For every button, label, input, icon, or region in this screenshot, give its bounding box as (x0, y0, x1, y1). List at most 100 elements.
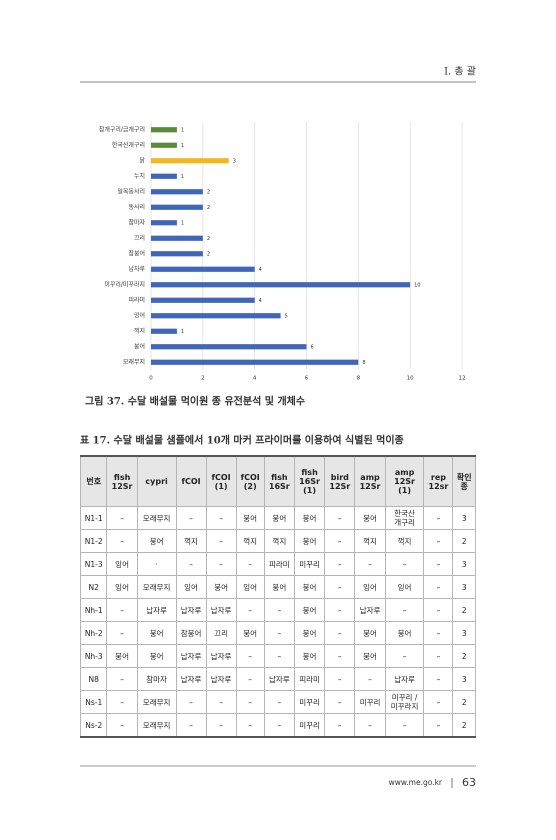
table-cell: Nh-3 (79, 644, 108, 668)
y-tick-label: 피라미 (128, 296, 145, 304)
table-cell: – (106, 690, 138, 714)
table-cell: – (263, 598, 295, 622)
table-cell: 잉어 (354, 575, 386, 599)
table-cell: 납자루 (175, 667, 207, 691)
bar (151, 142, 177, 148)
table-row: N1-3 잉어 · – – – 피라미 미꾸리 – – – –3 (79, 552, 476, 576)
column-header: cypri (136, 455, 177, 507)
table-row: N1-2– 붕어 꺽지 – 꺽지 꺽지 붕어 – 꺽지 꺽지 –2 (79, 529, 476, 553)
table-cell: – (106, 506, 138, 530)
table-cell: 붕어 (136, 644, 177, 668)
figure-caption: 그림 37. 수달 배설물 먹이원 종 유전분석 및 개체수 (85, 395, 305, 408)
table-cell: 붕어 (293, 575, 326, 599)
value-label: 1 (181, 220, 184, 226)
table-cell: 납자루 (205, 598, 237, 622)
table-row: Nh-3 붕어 붕어 납자루 납자루 – – 붕어 – 붕어 – –2 (79, 644, 476, 668)
table-cell: – (205, 552, 237, 576)
table-cell: – (106, 598, 138, 622)
table-cell: – (263, 644, 295, 668)
table-cell: Ns-2 (79, 713, 108, 738)
table-cell: 붕어 (354, 644, 386, 668)
table-cell: 납자루 (263, 667, 295, 691)
table-cell: – (384, 552, 425, 576)
table-cell: 3 (452, 621, 476, 645)
table-cell: 2 (452, 690, 476, 714)
bar (151, 251, 203, 257)
table-cell: – (263, 713, 295, 738)
table-cell: 붕어 (136, 529, 177, 553)
bar (151, 220, 177, 226)
table-cell: – (263, 690, 295, 714)
table-cell: – (423, 621, 454, 645)
table-cell: – (205, 690, 237, 714)
table-cell: – (423, 529, 454, 553)
table-cell: – (205, 529, 237, 553)
bar (151, 313, 281, 319)
bar (151, 297, 255, 303)
table-cell: 잉어 (106, 575, 138, 599)
column-header: fCOI (175, 455, 207, 507)
column-header: 번호 (79, 455, 108, 507)
table-cell: – (106, 621, 138, 645)
table-cell: – (235, 667, 265, 691)
table-cell: · (136, 552, 177, 576)
table-cell: 납자루 (205, 644, 237, 668)
table-cell: – (235, 598, 265, 622)
table-cell: 잉어 (175, 575, 207, 599)
table-cell: 붕어 (293, 621, 326, 645)
table-row: N2 잉어 모래무지 잉어 붕어 잉어 붕어 붕어 – 잉어 잉어 –3 (79, 575, 476, 599)
table-cell: 붕어 (354, 621, 386, 645)
x-tick-label: 12 (459, 376, 466, 382)
table-cell: N1-3 (79, 552, 108, 576)
table-row: N1-1– 모래무지 – – 붕어 붕어 붕어 – 붕어 한국산 개구리 –3 (79, 506, 476, 530)
value-label: 1 (181, 127, 184, 133)
table-cell: – (205, 506, 237, 530)
table-cell: – (235, 552, 265, 576)
bar (151, 282, 411, 288)
value-label: 6 (311, 344, 314, 350)
table-cell: 2 (452, 529, 476, 553)
table-cell: N1-1 (79, 506, 108, 530)
x-tick-label: 8 (357, 376, 361, 382)
table-cell: Nh-2 (79, 621, 108, 645)
table-cell: 잉어 (235, 575, 265, 599)
value-label: 1 (181, 143, 184, 149)
column-header: rep 12sr (423, 455, 454, 507)
table-cell: 꺽지 (175, 529, 207, 553)
table-cell: 붕어 (384, 621, 425, 645)
table-cell: 미꾸리 (293, 713, 326, 738)
table-cell: N1-2 (79, 529, 108, 553)
y-tick-label: 꺽지 (134, 327, 145, 335)
value-label: 4 (259, 298, 262, 304)
table-row: Nh-2– 붕어 참붕어 끄리 붕어 – 붕어 – 붕어 붕어 –3 (79, 621, 476, 645)
table-cell: – (235, 644, 265, 668)
table-cell: 미꾸리 (354, 690, 386, 714)
table-row: N8– 참마자 납자루 납자루 – 납자루 피라미 – – 납자루 –3 (79, 667, 476, 691)
y-tick-label: 참개구리/금개구리 (99, 125, 145, 133)
table-cell: – (384, 713, 425, 738)
y-tick-label: 끄리 (134, 234, 145, 242)
table-cell: – (423, 667, 454, 691)
table-cell: – (263, 621, 295, 645)
y-tick-label: 붕어 (134, 342, 145, 350)
table-cell: 2 (452, 598, 476, 622)
table-cell: N2 (79, 575, 108, 599)
table-cell: – (384, 644, 425, 668)
bar (151, 127, 177, 133)
value-label: 2 (207, 189, 210, 195)
table-cell: – (423, 690, 454, 714)
table-cell: 피라미 (263, 552, 295, 576)
table-cell: 모래무지 (136, 506, 177, 530)
table-cell: 3 (452, 667, 476, 691)
table-cell: – (354, 552, 386, 576)
bar (151, 204, 203, 210)
column-header: fish 12Sr (106, 455, 138, 507)
table-cell: – (235, 690, 265, 714)
footer-url: www.me.go.kr (389, 778, 443, 787)
table-cell: 모래무지 (136, 713, 177, 738)
header-row: 번호 fish 12Sr cypri fCOI fCOI (1) fCOI (2) fish… (79, 455, 476, 507)
value-label: 2 (207, 236, 210, 242)
